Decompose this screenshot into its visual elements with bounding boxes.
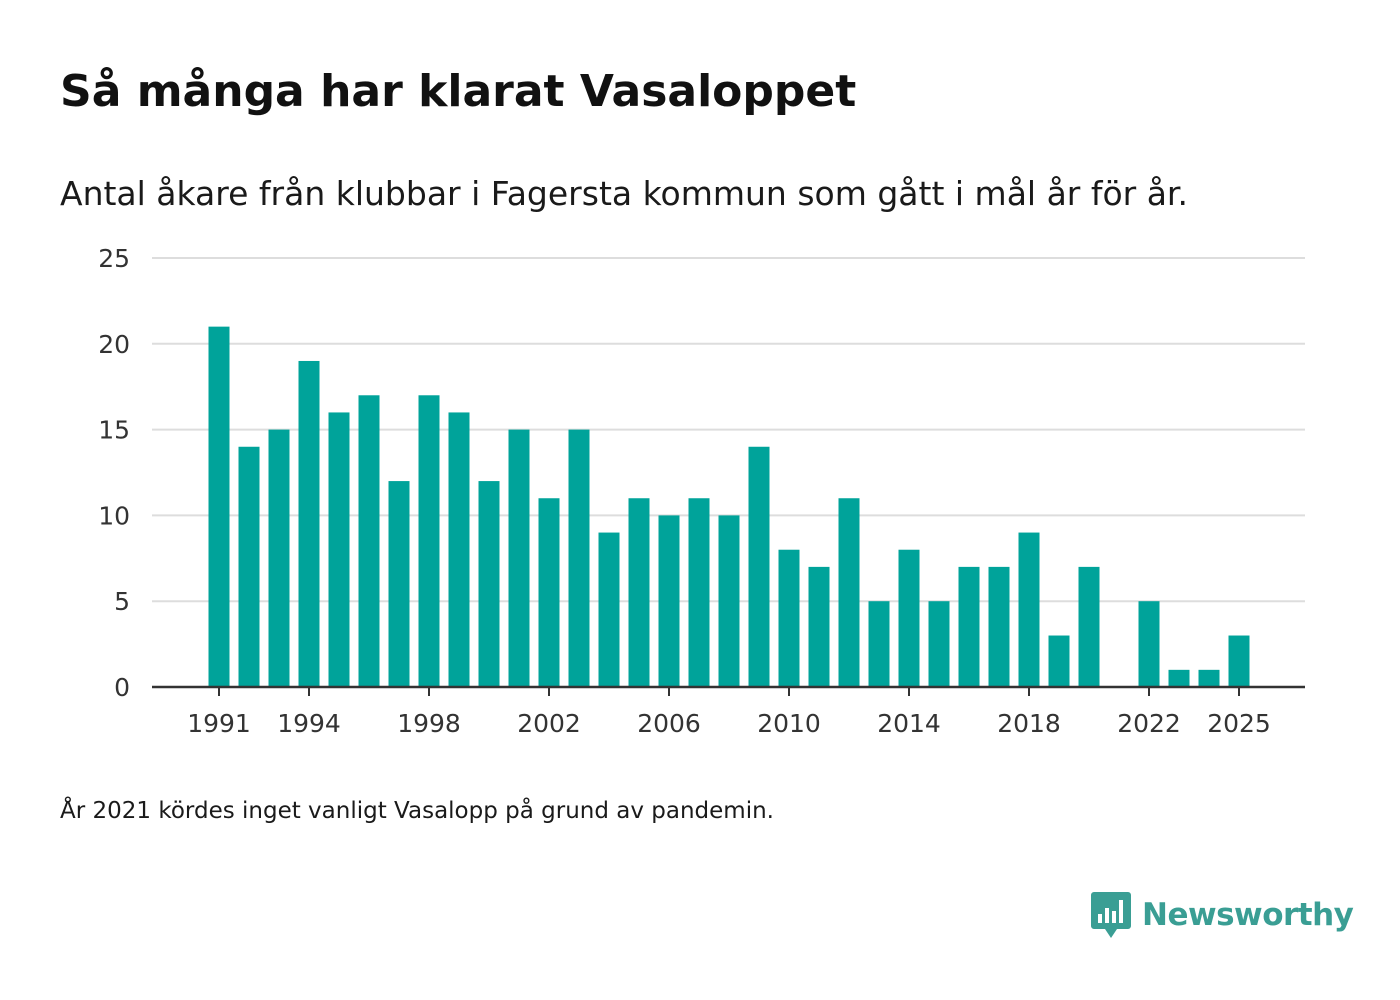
x-tick-label: 1991: [187, 709, 251, 738]
chart-title: Så många har klarat Vasaloppet: [60, 66, 857, 117]
bar-1999: [448, 412, 470, 687]
bar-2001: [508, 429, 530, 687]
bar-1998: [418, 395, 440, 687]
bar-1995: [328, 412, 350, 687]
bar-2025: [1228, 635, 1250, 687]
newsworthy-logo-icon: [1091, 892, 1131, 938]
y-tick-label: 0: [114, 673, 130, 702]
newsworthy-brand[interactable]: Newsworthy: [1090, 890, 1354, 940]
y-tick-label: 25: [98, 244, 130, 273]
x-tick-label: 2006: [637, 709, 701, 738]
bar-2022: [1138, 601, 1160, 687]
x-tick-label: 2025: [1207, 709, 1271, 738]
x-tick-label: 1994: [277, 709, 341, 738]
bar-2004: [598, 532, 620, 687]
bar-2014: [898, 549, 920, 687]
bar-2015: [928, 601, 950, 687]
x-tick-label: 2022: [1117, 709, 1181, 738]
bar-2007: [688, 498, 710, 687]
y-tick-label: 5: [114, 587, 130, 616]
y-tick-label: 20: [98, 330, 130, 359]
bar-2019: [1048, 635, 1070, 687]
bar-2011: [808, 566, 830, 687]
bar-1996: [358, 395, 380, 687]
x-tick-label: 1998: [397, 709, 461, 738]
bar-1993: [268, 429, 290, 687]
bar-2017: [988, 566, 1010, 687]
bar-2009: [748, 446, 770, 687]
bar-2024: [1198, 669, 1220, 687]
bar-2008: [718, 515, 740, 687]
bar-1994: [298, 360, 320, 687]
x-tick-label: 2014: [877, 709, 941, 738]
bar-2013: [868, 601, 890, 687]
brand-name: Newsworthy: [1142, 897, 1354, 933]
bar-2002: [538, 498, 560, 687]
chart-subtitle: Antal åkare från klubbar i Fagersta komm…: [60, 174, 1188, 213]
bar-1997: [388, 481, 410, 687]
bar-2005: [628, 498, 650, 687]
y-tick-label: 15: [98, 416, 130, 445]
y-tick-label: 10: [98, 501, 130, 530]
bar-2020: [1078, 566, 1100, 687]
bar-2006: [658, 515, 680, 687]
bar-2023: [1168, 669, 1190, 687]
x-tick-label: 2002: [517, 709, 581, 738]
bar-1991: [208, 326, 230, 687]
bar-2010: [778, 549, 800, 687]
bar-2000: [478, 481, 500, 687]
bar-2003: [568, 429, 590, 687]
bar-2018: [1018, 532, 1040, 687]
x-tick-label: 2018: [997, 709, 1061, 738]
x-tick-label: 2010: [757, 709, 821, 738]
bar-1992: [238, 446, 260, 687]
bar-2012: [838, 498, 860, 687]
bar-2016: [958, 566, 980, 687]
footnote: År 2021 kördes inget vanligt Vasalopp på…: [60, 798, 774, 824]
